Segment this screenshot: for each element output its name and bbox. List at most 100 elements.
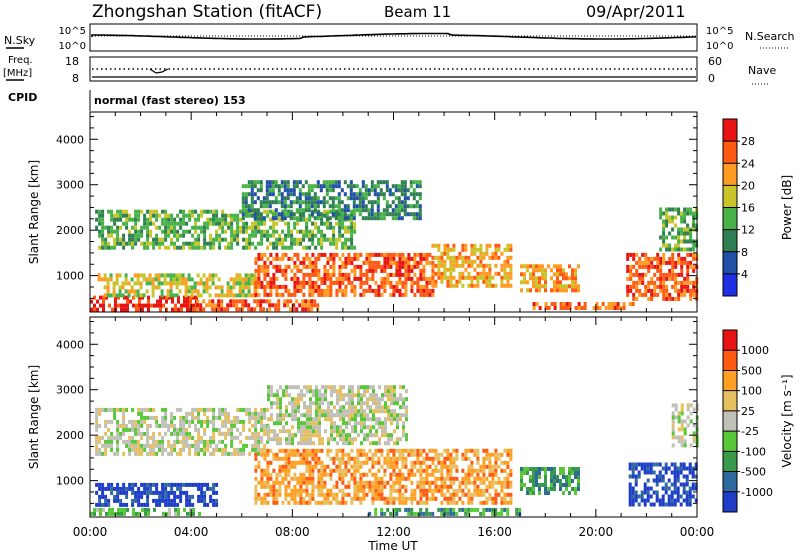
data-pixel bbox=[292, 303, 296, 308]
data-pixel bbox=[218, 407, 222, 412]
data-pixel bbox=[322, 200, 326, 205]
data-pixel bbox=[269, 284, 273, 289]
data-pixel bbox=[271, 303, 275, 308]
data-pixel bbox=[290, 256, 294, 261]
data-pixel bbox=[362, 452, 366, 457]
data-pixel bbox=[239, 447, 243, 452]
data-band bbox=[431, 243, 513, 288]
data-pixel bbox=[479, 251, 483, 256]
data-pixel bbox=[449, 456, 453, 461]
data-pixel bbox=[99, 507, 102, 512]
data-pixel bbox=[182, 217, 186, 222]
y-tick-label: 3000 bbox=[56, 179, 84, 192]
data-pixel bbox=[293, 292, 297, 297]
data-pixel bbox=[99, 295, 102, 300]
data-pixel bbox=[399, 437, 402, 442]
data-pixel bbox=[260, 256, 264, 261]
data-pixel bbox=[685, 466, 689, 471]
data-pixel bbox=[188, 435, 192, 440]
data-pixel bbox=[149, 415, 153, 420]
data-pixel bbox=[399, 397, 402, 402]
data-pixel bbox=[358, 196, 362, 201]
data-pixel bbox=[215, 209, 219, 214]
data-pixel bbox=[662, 243, 666, 248]
data-pixel bbox=[535, 479, 538, 483]
data-pixel bbox=[509, 456, 513, 461]
data-pixel bbox=[176, 486, 180, 491]
data-pixel bbox=[637, 462, 641, 467]
data-pixel bbox=[292, 184, 296, 189]
data-pixel bbox=[541, 268, 544, 273]
data-pixel bbox=[425, 260, 429, 265]
data-pixel bbox=[200, 225, 204, 230]
data-pixel bbox=[380, 452, 384, 457]
data-pixel bbox=[659, 280, 663, 285]
data-pixel bbox=[302, 476, 306, 481]
data-pixel bbox=[410, 280, 414, 285]
data-pixel bbox=[371, 464, 375, 469]
data-pixel bbox=[656, 264, 660, 269]
data-pixel bbox=[378, 437, 381, 442]
data-pixel bbox=[96, 307, 99, 312]
data-pixel bbox=[350, 225, 354, 230]
data-pixel bbox=[329, 284, 333, 289]
data-pixel bbox=[254, 280, 258, 285]
data-pixel bbox=[180, 303, 183, 308]
data-pixel bbox=[380, 476, 384, 481]
data-pixel bbox=[665, 215, 669, 220]
colorbar-swatch bbox=[723, 251, 737, 274]
data-pixel bbox=[476, 472, 480, 477]
data-pixel bbox=[389, 511, 393, 516]
data-pixel bbox=[683, 231, 687, 236]
data-pixel bbox=[177, 299, 180, 304]
data-pixel bbox=[263, 288, 267, 293]
data-pixel bbox=[202, 273, 206, 278]
beam-label: Beam 11 bbox=[384, 3, 451, 21]
data-pixel bbox=[308, 452, 312, 457]
data-pixel bbox=[494, 251, 498, 256]
data-pixel bbox=[506, 448, 510, 453]
data-pixel bbox=[368, 276, 372, 281]
data-pixel bbox=[299, 492, 303, 497]
data-pixel bbox=[315, 409, 318, 414]
data-pixel bbox=[339, 385, 342, 390]
data-pixel bbox=[290, 276, 294, 281]
data-pixel bbox=[150, 303, 153, 308]
data-pixel bbox=[122, 486, 126, 491]
data-pixel bbox=[242, 221, 246, 226]
data-pixel bbox=[112, 289, 116, 294]
colorbar-tick-label: 25 bbox=[741, 405, 755, 418]
data-pixel bbox=[565, 302, 569, 306]
colorbar-swatch bbox=[723, 119, 737, 142]
data-pixel bbox=[367, 212, 371, 217]
data-pixel bbox=[538, 306, 542, 310]
data-pixel bbox=[302, 276, 306, 281]
data-pixel bbox=[325, 212, 329, 217]
data-pixel bbox=[164, 494, 168, 499]
data-pixel bbox=[506, 263, 510, 268]
data-pixel bbox=[188, 213, 192, 218]
data-pixel bbox=[224, 415, 228, 420]
data-pixel bbox=[650, 288, 654, 293]
data-pixel bbox=[113, 229, 117, 234]
data-pixel bbox=[308, 480, 312, 485]
data-pixel bbox=[452, 464, 456, 469]
data-pixel bbox=[155, 482, 159, 487]
data-pixel bbox=[107, 439, 111, 444]
data-pixel bbox=[326, 492, 330, 497]
data-pixel bbox=[139, 293, 143, 298]
data-pixel bbox=[628, 498, 632, 503]
data-pixel bbox=[405, 389, 408, 394]
data-pixel bbox=[257, 225, 261, 230]
data-pixel bbox=[233, 233, 237, 238]
data-pixel bbox=[294, 417, 297, 422]
data-pixel bbox=[329, 221, 333, 226]
data-pixel bbox=[509, 452, 513, 457]
data-pixel bbox=[676, 470, 680, 475]
data-pixel bbox=[130, 277, 134, 282]
data-pixel bbox=[641, 272, 645, 277]
data-pixel bbox=[497, 243, 501, 248]
data-pixel bbox=[535, 268, 538, 273]
data-pixel bbox=[164, 415, 168, 420]
data-pixel bbox=[232, 293, 236, 298]
